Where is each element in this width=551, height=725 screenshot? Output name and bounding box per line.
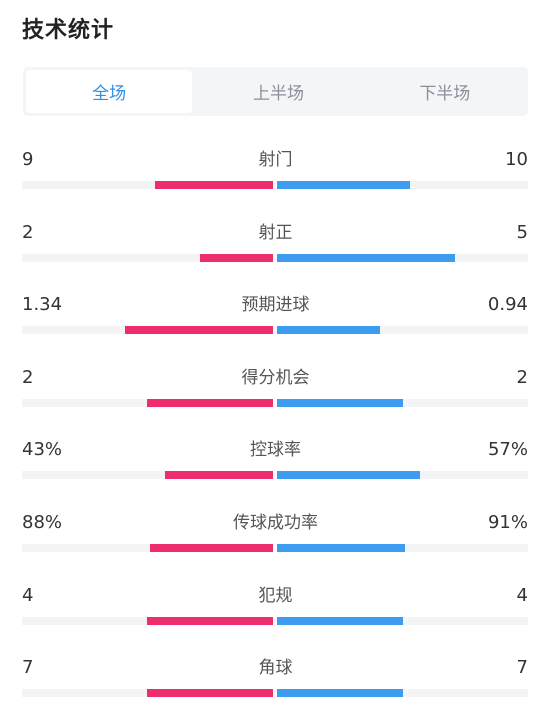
home-value: 2: [22, 222, 34, 243]
home-value: 9: [22, 149, 34, 170]
stat-label: 控球率: [250, 440, 301, 460]
home-bar: [150, 544, 273, 552]
stat-label: 射正: [258, 223, 293, 243]
away-bar: [277, 689, 403, 697]
home-value: 4: [22, 585, 34, 606]
tab-second-half[interactable]: 下半场: [419, 84, 471, 104]
home-bar: [200, 254, 273, 262]
away-value: 2: [516, 367, 528, 388]
home-bar-track: [22, 181, 273, 189]
away-bar-track: [277, 181, 528, 189]
stat-row-fouls: 4 犯规 4: [0, 584, 551, 644]
stat-row-corners: 7 角球 7: [0, 656, 551, 716]
away-bar: [277, 471, 420, 479]
home-value: 7: [22, 657, 34, 678]
away-bar-track: [277, 399, 528, 407]
stat-label: 预期进球: [241, 295, 310, 315]
away-bar: [277, 254, 455, 262]
away-bar: [277, 181, 410, 189]
stat-row-shots-on-target: 2 射正 5: [0, 221, 551, 281]
home-bar-track: [22, 254, 273, 262]
away-value: 91%: [487, 512, 528, 533]
home-bar-track: [22, 617, 273, 625]
home-bar-track: [22, 544, 273, 552]
tab-first-half[interactable]: 上半场: [252, 84, 304, 104]
away-bar: [277, 617, 403, 625]
stat-label: 角球: [258, 658, 293, 678]
tab-full-match[interactable]: 全场: [26, 70, 193, 113]
away-bar-track: [277, 254, 528, 262]
home-bar-track: [22, 471, 273, 479]
home-bar: [147, 689, 273, 697]
home-value: 1.34: [22, 294, 63, 315]
away-bar-track: [277, 471, 528, 479]
stat-label: 射门: [258, 150, 293, 170]
stat-row-possession: 43% 控球率 57%: [0, 438, 551, 498]
home-bar: [147, 617, 273, 625]
away-value: 0.94: [487, 294, 528, 315]
stat-label: 得分机会: [241, 368, 310, 388]
home-bar-track: [22, 399, 273, 407]
stat-label: 犯规: [258, 586, 293, 606]
away-value: 4: [516, 585, 528, 606]
away-value: 57%: [487, 439, 528, 460]
period-tabs: 全场 上半场 下半场: [23, 67, 528, 116]
away-bar-track: [277, 617, 528, 625]
home-bar: [155, 181, 273, 189]
stat-row-shots: 9 射门 10: [0, 148, 551, 208]
away-bar: [277, 544, 405, 552]
home-value: 88%: [22, 512, 63, 533]
away-bar-track: [277, 544, 528, 552]
away-bar: [277, 399, 403, 407]
home-bar: [125, 326, 273, 334]
home-value: 43%: [22, 439, 63, 460]
home-value: 2: [22, 367, 34, 388]
away-value: 7: [516, 657, 528, 678]
away-bar-track: [277, 326, 528, 334]
stat-label: 传球成功率: [233, 513, 318, 533]
stat-row-expected-goals: 1.34 预期进球 0.94: [0, 293, 551, 353]
home-bar: [165, 471, 273, 479]
away-value: 5: [516, 222, 528, 243]
page-title: 技术统计: [22, 18, 115, 43]
stat-row-pass-accuracy: 88% 传球成功率 91%: [0, 511, 551, 571]
away-value: 10: [505, 149, 528, 170]
home-bar-track: [22, 689, 273, 697]
stat-row-big-chances: 2 得分机会 2: [0, 366, 551, 426]
home-bar-track: [22, 326, 273, 334]
away-bar: [277, 326, 380, 334]
away-bar-track: [277, 689, 528, 697]
home-bar: [147, 399, 273, 407]
